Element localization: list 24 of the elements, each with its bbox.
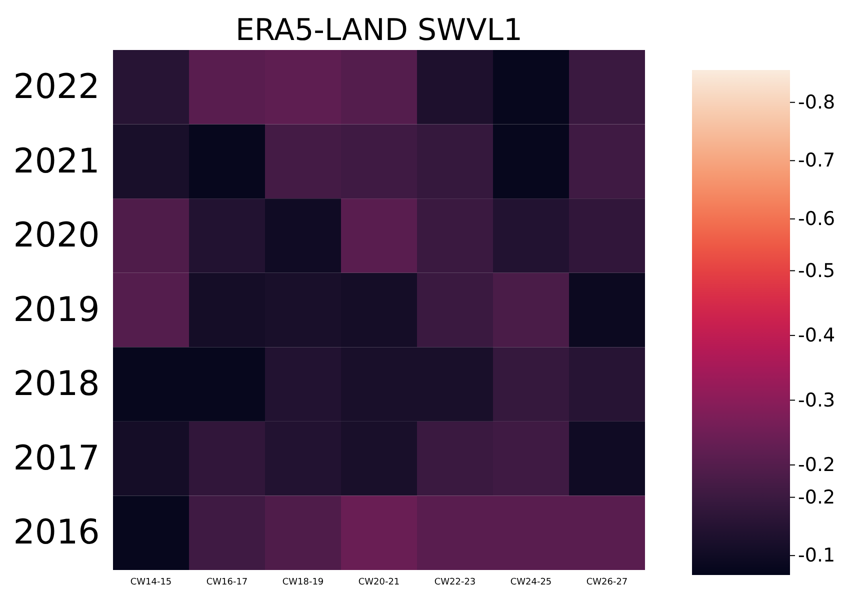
x-tick-label: CW26-27 [586,578,628,588]
color-bar-label: -0.6 [798,208,836,230]
color-bar-label: -0.2 [798,454,836,476]
chart-title: ERA5-LAND SWVL1 [235,13,523,48]
x-tick-label: CW20-21 [358,578,400,588]
y-tick-label: 2016 [13,512,100,553]
x-tick-label: CW22-23 [434,578,476,588]
y-tick-label: 2021 [13,141,100,182]
x-tick-label: CW14-15 [130,578,172,588]
color-bar-label: -0.4 [798,324,836,347]
x-tick-label: CW24-25 [510,578,552,588]
color-bar-label: -0.3 [798,389,836,412]
color-bar-label: -0.5 [798,260,836,282]
x-tick-label: CW16-17 [206,578,248,588]
color-bar-label: -0.1 [798,544,836,567]
y-tick-label: 2017 [13,438,100,478]
color-bar-label: -0.2 [798,486,836,508]
y-tick-label: 2019 [13,290,100,330]
y-tick-label: 2018 [13,364,100,404]
y-tick-label: 2022 [13,67,100,108]
color-bar-label: -0.8 [798,91,836,114]
color-bar-label: -0.7 [798,150,836,172]
y-tick-label: 2020 [13,216,100,256]
x-tick-label: CW18-19 [282,578,324,588]
